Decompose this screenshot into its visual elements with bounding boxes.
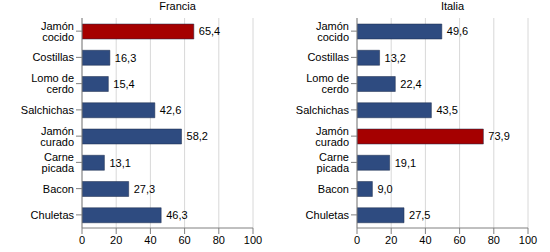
svg-text:Chuletas: Chuletas [31, 209, 75, 221]
svg-text:60: 60 [178, 234, 190, 246]
svg-text:43,5: 43,5 [436, 104, 457, 116]
svg-text:27,3: 27,3 [134, 183, 155, 195]
svg-text:65,4: 65,4 [199, 25, 220, 37]
svg-text:Jamóncurado: Jamóncurado [315, 125, 349, 148]
svg-text:49,6: 49,6 [447, 25, 468, 37]
svg-text:20: 20 [385, 234, 397, 246]
svg-text:80: 80 [213, 234, 225, 246]
svg-text:73,9: 73,9 [488, 130, 509, 142]
svg-text:40: 40 [419, 234, 431, 246]
svg-text:22,4: 22,4 [400, 78, 421, 90]
svg-text:Salchichas: Salchichas [296, 104, 350, 116]
svg-text:80: 80 [488, 234, 500, 246]
svg-text:Lomo decerdo: Lomo decerdo [306, 72, 349, 95]
svg-text:13,1: 13,1 [109, 157, 130, 169]
svg-text:Jamóncurado: Jamóncurado [40, 125, 74, 148]
svg-text:Salchichas: Salchichas [21, 104, 75, 116]
svg-text:9,0: 9,0 [377, 183, 392, 195]
svg-text:Bacon: Bacon [318, 183, 349, 195]
svg-text:Costillas: Costillas [32, 51, 74, 63]
svg-text:16,3: 16,3 [115, 52, 136, 64]
svg-text:40: 40 [144, 234, 156, 246]
svg-text:Bacon: Bacon [43, 183, 74, 195]
svg-text:60: 60 [453, 234, 465, 246]
svg-text:Carnepicada: Carnepicada [317, 151, 350, 174]
svg-text:Jamóncocido: Jamóncocido [41, 20, 74, 43]
svg-text:42,6: 42,6 [160, 104, 181, 116]
svg-text:0: 0 [79, 234, 85, 246]
svg-text:58,2: 58,2 [187, 130, 208, 142]
svg-text:Carnepicada: Carnepicada [42, 151, 75, 174]
svg-text:100: 100 [244, 234, 262, 246]
html-text:Italia: Italia [440, 0, 465, 12]
svg-text:13,2: 13,2 [385, 52, 406, 64]
svg-text:46,3: 46,3 [166, 209, 187, 221]
svg-text:20: 20 [110, 234, 122, 246]
svg-text:Chuletas: Chuletas [306, 209, 350, 221]
svg-text:100: 100 [519, 234, 537, 246]
svg-text:Costillas: Costillas [307, 51, 349, 63]
html-text:Francia: Francia [159, 0, 196, 12]
svg-text:Jamóncocido: Jamóncocido [316, 20, 349, 43]
svg-text:Lomo decerdo: Lomo decerdo [31, 72, 74, 95]
svg-text:15,4: 15,4 [113, 78, 134, 90]
svg-text:0: 0 [354, 234, 360, 246]
svg-text:27,5: 27,5 [409, 209, 430, 221]
svg-text:19,1: 19,1 [395, 157, 416, 169]
